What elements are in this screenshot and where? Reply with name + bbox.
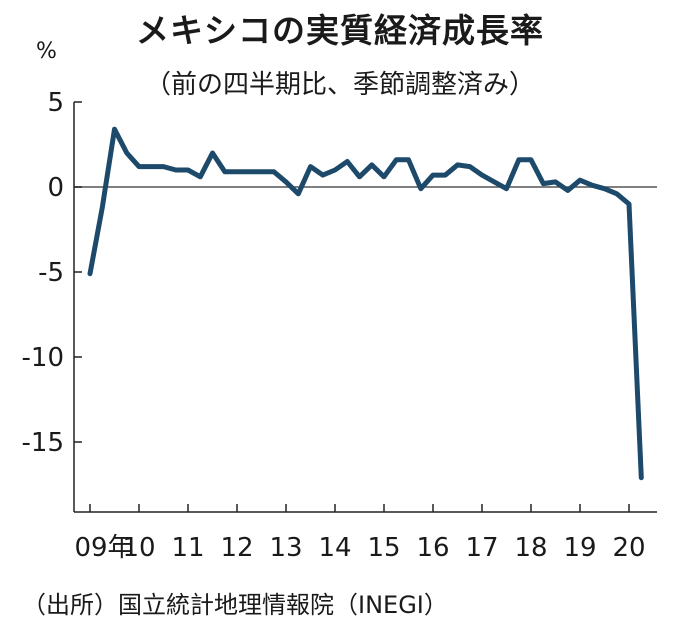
x-tick-label: 13 [269, 533, 302, 563]
source-note: （出所）国立統計地理情報院（INEGI） [22, 591, 448, 619]
x-tick-label: 14 [318, 533, 351, 563]
x-tick-label: 10 [122, 533, 155, 563]
series-group [87, 126, 644, 481]
y-tick-label: -5 [38, 258, 64, 288]
series-line [87, 126, 644, 481]
x-tick-label: 12 [220, 533, 253, 563]
y-tick-label: -15 [22, 428, 64, 458]
chart-title: メキシコの実質経済成長率 [136, 11, 544, 50]
y-tick-label: -10 [22, 343, 64, 373]
y-axis-unit-label: % [36, 39, 57, 64]
x-tick-label: 20 [612, 533, 645, 563]
y-tick-labels: 5 0 -5 -10 -15 [22, 88, 82, 458]
x-tick-label: 19 [563, 533, 596, 563]
x-tick-label: 18 [514, 533, 547, 563]
x-tick-label: 16 [416, 533, 449, 563]
x-tick-label: 11 [171, 533, 204, 563]
chart-axes [73, 102, 657, 513]
y-tick-label: 0 [47, 173, 64, 203]
y-tick-label: 5 [47, 88, 64, 118]
x-tick-label: 15 [367, 533, 400, 563]
x-tick-label: 09年 [74, 533, 133, 563]
chart-subtitle: （前の四半期比、季節調整済み） [144, 70, 535, 100]
x-tick-label: 17 [465, 533, 498, 563]
